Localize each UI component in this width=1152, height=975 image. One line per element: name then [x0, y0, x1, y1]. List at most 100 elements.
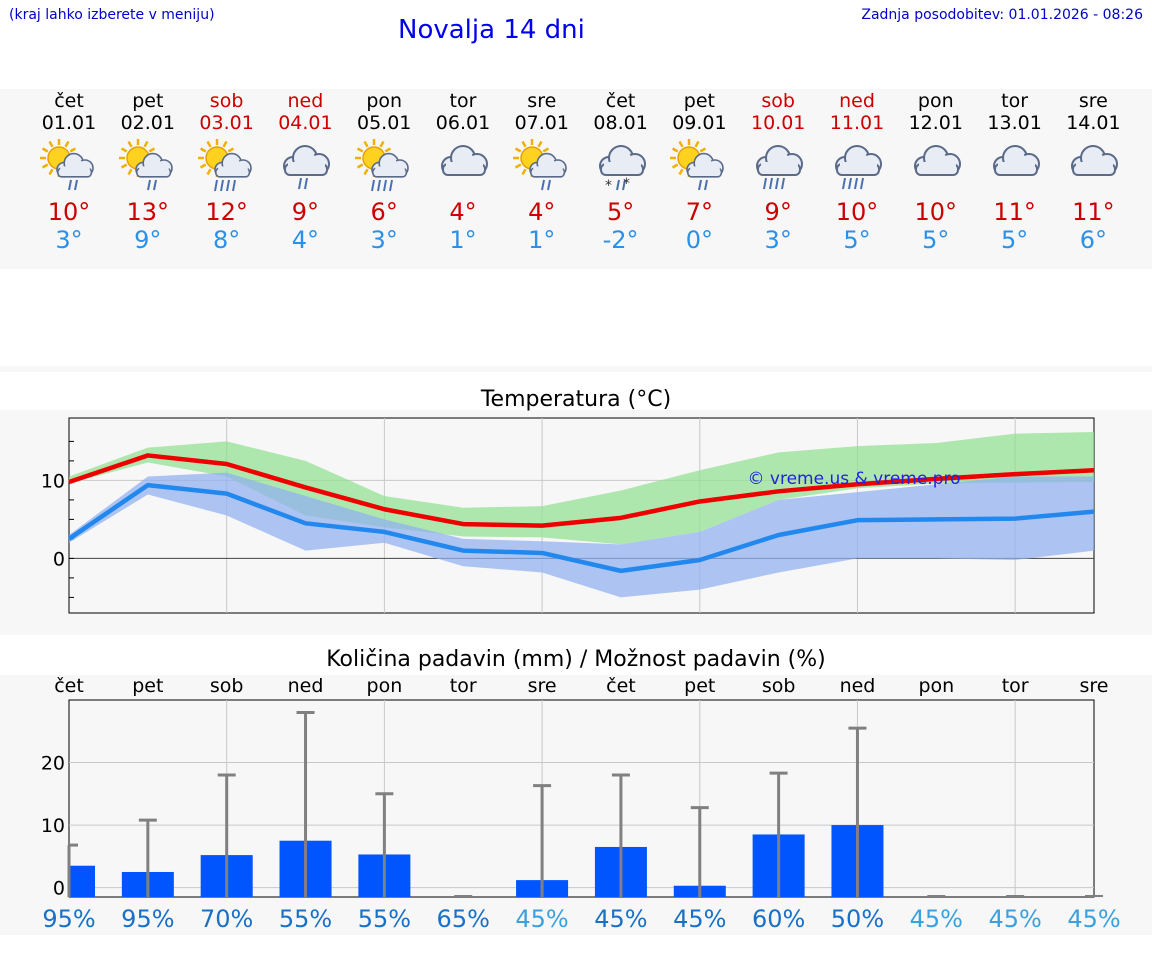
temp-min: 6°: [1079, 226, 1108, 254]
day-date: 10.01: [750, 112, 806, 134]
cloud-icon: [441, 145, 488, 176]
category-label: pet: [684, 675, 715, 697]
watermark: © vreme.us & vreme.pro: [747, 469, 960, 489]
temp-min: 5°: [843, 226, 871, 254]
precip-probability: 45%: [515, 905, 568, 933]
temp-max: 6°: [370, 198, 398, 226]
sun-cloud-heavy-rain-icon: [355, 139, 409, 192]
precip-probability: 70%: [200, 905, 253, 933]
day-column: ned 11.01 10° 5°: [818, 89, 896, 254]
day-column: čet 01.01 10° 3°: [30, 89, 108, 254]
day-date: 12.01: [908, 112, 963, 134]
day-date: 09.01: [672, 112, 727, 134]
cloud-icon: [992, 145, 1040, 176]
cloud-heavy-rain-icon: [835, 145, 882, 190]
range-band-min-range: [69, 472, 1094, 598]
day-name: čet: [54, 90, 84, 112]
day-name: ned: [839, 90, 875, 112]
temp-max: 5°: [606, 198, 635, 226]
day-date: 14.01: [1066, 112, 1121, 134]
precip-probability: 45%: [1067, 905, 1120, 933]
category-label: ned: [288, 675, 324, 697]
category-label: čet: [606, 675, 636, 697]
day-date: 04.01: [278, 112, 333, 134]
precip-probability: 45%: [673, 905, 726, 933]
temp-min: 5°: [1000, 226, 1029, 254]
y-tick-label: 0: [53, 548, 65, 570]
y-tick-label: 0: [53, 878, 65, 900]
cloud-icon: [1071, 145, 1119, 176]
series-line-min: [67, 482, 1095, 574]
precipitation-chart-title: Količina padavin (mm) / Možnost padavin …: [326, 647, 826, 672]
sun-cloud-rain-icon: [40, 139, 94, 191]
day-column: sob 10.01 9° 3°: [739, 89, 817, 254]
day-column: pon 12.01 10° 5°: [897, 89, 975, 254]
temp-max: 4°: [528, 198, 556, 226]
temp-min: 4°: [291, 226, 320, 254]
precip-probability: 45%: [594, 905, 647, 933]
day-name: tor: [1001, 90, 1029, 112]
day-name: pon: [917, 90, 954, 112]
cloud-icon: [913, 145, 961, 176]
precip-probability: 45%: [910, 905, 963, 933]
category-label: pon: [918, 675, 954, 697]
day-name: sob: [209, 90, 244, 112]
day-column: sre 14.01 11° 6°: [1054, 89, 1132, 254]
category-label: sob: [210, 675, 244, 697]
y-tick-label: 20: [41, 753, 65, 775]
day-date: 06.01: [435, 112, 491, 134]
category-label: pon: [367, 675, 403, 697]
temp-max: 13°: [126, 198, 170, 226]
day-date: 01.01: [41, 112, 97, 134]
day-date: 03.01: [199, 112, 254, 134]
precip-probability: 55%: [358, 905, 411, 933]
day-column: sob 03.01 12° 8°: [188, 89, 266, 254]
temp-min: 0°: [685, 226, 714, 254]
precip-probability: 95%: [121, 905, 174, 933]
temp-max: 9°: [764, 198, 792, 226]
temp-min: 1°: [449, 226, 477, 254]
sun-cloud-rain-icon: [670, 139, 725, 191]
day-date: 07.01: [514, 112, 569, 134]
day-date: 02.01: [120, 112, 175, 134]
category-label: tor: [1002, 675, 1029, 697]
category-label: tor: [450, 675, 477, 697]
series-line-max: [68, 453, 1095, 528]
day-name: pet: [683, 90, 715, 112]
day-name: sob: [761, 90, 795, 112]
day-column: tor 13.01 11° 5°: [976, 89, 1054, 254]
daily-forecast-strip: čet 01.01 10° 3° pet 02.01 13° 9° sob 03.01 12° 8° n…: [0, 89, 1152, 269]
day-column: čet 08.01 * * 5° -2°: [582, 89, 660, 254]
precip-probability: 55%: [279, 905, 332, 933]
temperature-chart-title: Temperatura (°C): [480, 387, 672, 412]
day-column: tor 06.01 4° 1°: [424, 89, 502, 254]
temp-min: 1°: [528, 226, 556, 254]
category-label: ned: [840, 675, 876, 697]
day-date: 13.01: [987, 112, 1042, 134]
precip-bar: [69, 865, 95, 897]
precip-probability: 60%: [752, 905, 805, 933]
sun-cloud-rain-icon: [512, 139, 567, 191]
temperature-chart: 0 10 © vreme.us & vreme.pro: [41, 417, 1095, 614]
day-column: pon 05.01 6° 3°: [345, 89, 423, 254]
location-hint: (kraj lahko izberete v meniju): [9, 7, 215, 23]
temp-max: 11°: [1072, 198, 1115, 226]
temp-min: 9°: [134, 226, 162, 254]
cloud-rain-icon: [283, 145, 331, 190]
svg-text:*: *: [605, 178, 612, 194]
day-column: ned 04.01 9° 4°: [266, 89, 344, 254]
temp-min: -2°: [602, 226, 639, 254]
last-update: Zadnja posodobitev: 01.01.2026 - 08:26: [861, 7, 1143, 23]
day-name: ned: [287, 90, 324, 112]
svg-text:*: *: [623, 176, 630, 192]
temp-max: 11°: [993, 198, 1036, 226]
category-label: sob: [762, 675, 796, 697]
category-label: pet: [132, 675, 163, 697]
temp-min: 3°: [370, 226, 398, 254]
temp-min: 3°: [55, 226, 83, 254]
precip-probability: 65%: [437, 905, 490, 933]
y-tick-label: 10: [41, 815, 65, 837]
day-name: čet: [605, 90, 636, 112]
day-name: pon: [366, 90, 403, 112]
temp-max: 10°: [914, 198, 958, 226]
